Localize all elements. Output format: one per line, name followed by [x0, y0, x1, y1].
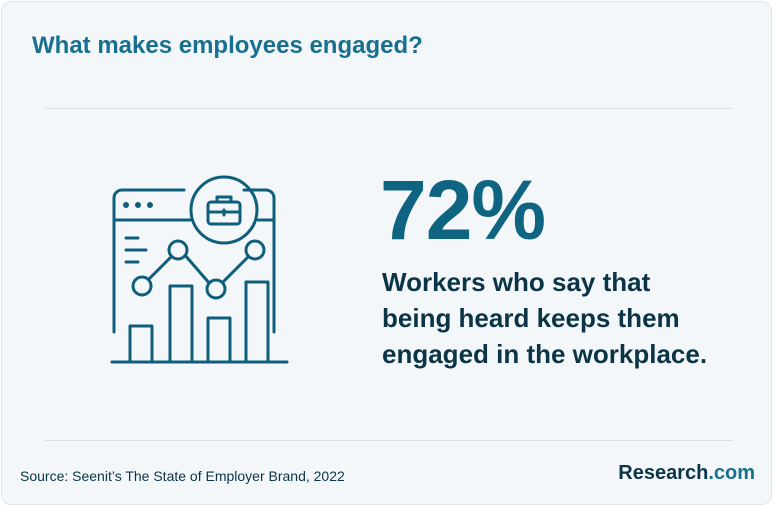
brand-name: Research [618, 462, 709, 484]
brand-suffix: .com [708, 462, 755, 484]
description-line: Workers who say that [382, 267, 651, 297]
brand: Research.com [618, 462, 755, 485]
source: Source: Seenit’s The State of Employer B… [20, 468, 345, 484]
description-line: engaged in the workplace. [382, 339, 708, 369]
stat-value: 72% [380, 163, 546, 257]
title: What makes employees engaged? [32, 32, 423, 59]
divider [44, 108, 733, 109]
divider [44, 440, 733, 441]
description-line: being heard keeps them [382, 303, 680, 333]
stat-description: Workers who say that being heard keeps t… [382, 264, 707, 372]
icon [110, 175, 289, 364]
